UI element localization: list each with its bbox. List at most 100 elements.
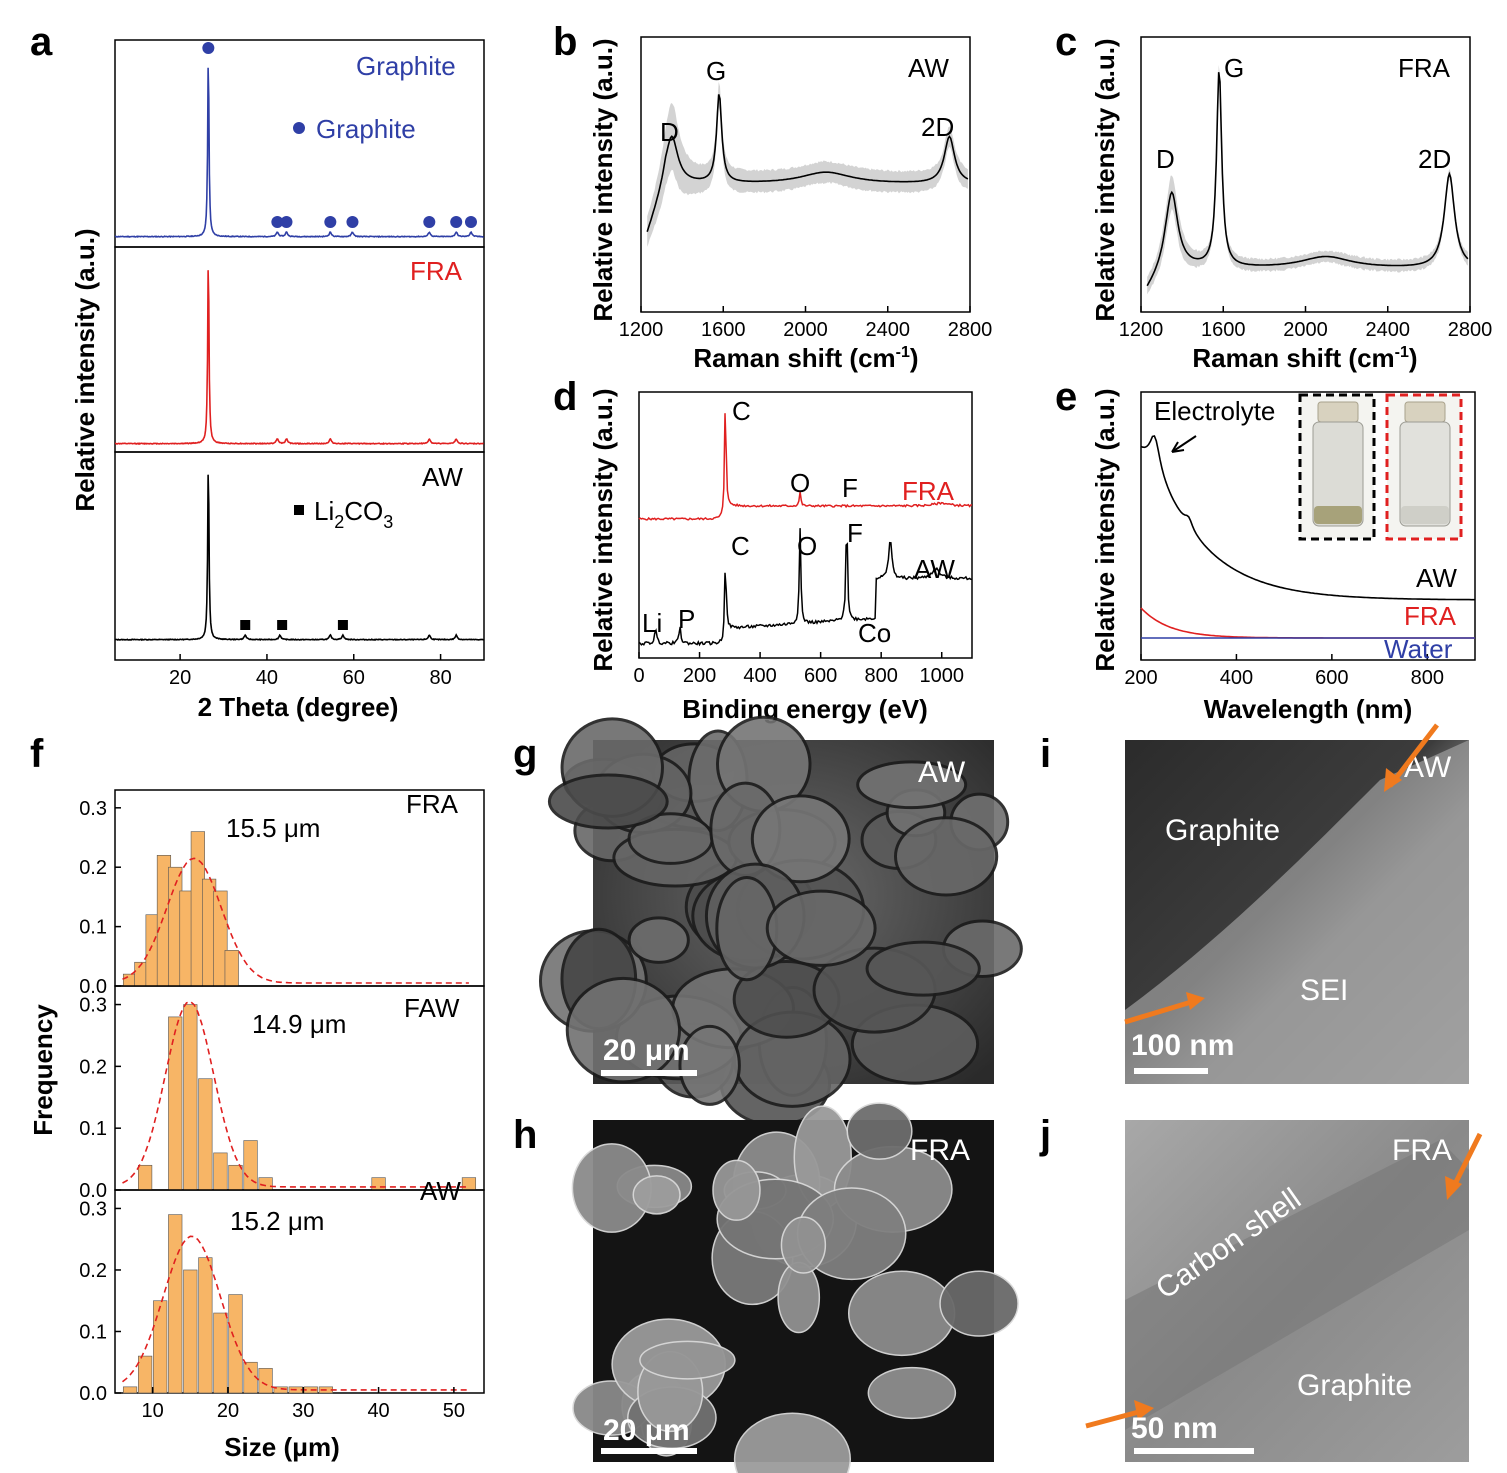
sem-aw-scale-text: 20 μm: [603, 1034, 690, 1067]
raman-xtick-label: 2800: [948, 319, 993, 341]
xrd-xtick-label: 80: [429, 667, 451, 689]
tem-aw-sei-label: SEI: [1300, 974, 1348, 1007]
raman-xtick-label: 2400: [1366, 319, 1411, 341]
xps-fra-line: [638, 413, 972, 521]
tem-aw-arrowhead-top: [1384, 768, 1402, 792]
xrd-series-line: [114, 67, 484, 239]
psd-xtick-label: 50: [443, 1400, 465, 1422]
psd-fit-line: [122, 1000, 469, 1188]
raman-xtick-label: 1600: [1201, 319, 1246, 341]
sem-fra-scale-bar: [601, 1448, 697, 1454]
sei-region: [1125, 740, 1469, 1084]
psd-bar: [461, 1177, 477, 1191]
panel-a-ylabel: Relative intensity (a.u.): [70, 228, 100, 511]
psd-bar: [213, 1312, 228, 1394]
sem-aw-particle: [678, 1024, 741, 1106]
panel-c-axes: 1200 1600 2000 2400 2800: [1119, 36, 1492, 341]
psd-xtick-label: 30: [292, 1400, 314, 1422]
sem-aw-particle: [547, 773, 669, 830]
xrd-graphite-marker: [346, 216, 359, 228]
psd-fra-mean: 15.5 μm: [226, 813, 320, 843]
uv-xtick-label: 200: [1124, 667, 1157, 689]
psd-xtick-label: 40: [367, 1400, 389, 1422]
panel-a-axes: 20 40 60 80: [114, 39, 485, 689]
carbon-shell-region: [1125, 1140, 1469, 1430]
raman-b-2d-label: 2D: [921, 112, 954, 142]
li2co3-legend-text: Li2CO3: [314, 496, 393, 532]
psd-ytick-label: 0.2: [79, 857, 107, 879]
tem-aw-scale-text: 100 nm: [1131, 1029, 1234, 1062]
panel-f-xlabel: Size (μm): [224, 1432, 340, 1462]
raman-xtick-label: 2400: [866, 319, 911, 341]
uv-water-label: Water: [1384, 634, 1453, 664]
xrd-graphite-marker: [280, 216, 293, 228]
psd-ytick-label: 0.1: [79, 1118, 107, 1140]
li2co3-legend-marker: [294, 505, 304, 515]
psd-ytick-label: 0.3: [79, 995, 107, 1017]
sem-fra-particle: [939, 1270, 1019, 1337]
tem-aw-arrow-bottom: [1124, 997, 1199, 1025]
psd-bar: [138, 1355, 153, 1394]
sem-fra-scale-text: 20 μm: [603, 1414, 690, 1447]
uv-aw-label: AW: [1416, 563, 1457, 593]
sem-aw-particle: [765, 889, 877, 967]
raman-b-g-label: G: [706, 56, 726, 86]
panel-h: h FRA 20 μm: [513, 1102, 1019, 1473]
uv-xtick-label: 800: [1411, 667, 1444, 689]
psd-bar: [122, 1386, 138, 1394]
psd-ytick-label: 0.0: [79, 1180, 107, 1202]
sem-fra-particle: [780, 1216, 827, 1274]
panel-letter-d: d: [553, 375, 577, 419]
psd-ytick-label: 0.0: [79, 1383, 107, 1405]
panel-d-xlabel: Binding energy (eV): [682, 694, 928, 724]
tem-fra-arrow-top: [1449, 1132, 1483, 1192]
panel-d-ylabel: Relative intensity (a.u.): [588, 388, 618, 671]
panel-letter-i: i: [1040, 732, 1051, 776]
tem-fra-arrowhead-top: [1445, 1176, 1462, 1200]
psd-faw-mean: 14.9 μm: [252, 1009, 346, 1039]
panel-e: e 200 400 600 800 Relative intensity (a.u.)…: [1055, 375, 1476, 724]
panel-e-xlabel: Wavelength (nm): [1204, 694, 1412, 724]
xps-fra-label: FRA: [902, 476, 955, 506]
xps-fra-f-label: F: [842, 473, 858, 503]
xrd-graphite-marker: [423, 216, 436, 228]
tem-fra-graphite-label: Graphite: [1297, 1369, 1412, 1402]
xrd-li2co3-marker: [240, 620, 251, 630]
raman-xtick-label: 1200: [619, 319, 664, 341]
psd-xtick-label: 10: [142, 1400, 164, 1422]
psd-ytick-label: 0.1: [79, 1321, 107, 1343]
psd-aw-mean: 15.2 μm: [230, 1206, 324, 1236]
raman-std-band: [647, 81, 968, 247]
uv-fra-label: FRA: [1404, 601, 1457, 631]
xps-aw-co-label: Co: [858, 618, 891, 648]
raman-xtick-label: 2000: [1283, 319, 1328, 341]
sem-fra-particle: [712, 1159, 761, 1221]
xps-xtick-label: 200: [683, 665, 716, 687]
sem-aw-particle: [865, 940, 981, 997]
uv-xtick-label: 400: [1220, 667, 1253, 689]
xps-xtick-label: 0: [633, 665, 644, 687]
sem-fra-particle: [867, 1366, 957, 1420]
panel-d: d 0 200 400 600 800 1000 Relative intensity (…: [553, 375, 973, 724]
psd-ytick-label: 0.2: [79, 1260, 107, 1282]
panel-e-axes: 200 400 600 800: [1124, 391, 1476, 689]
xps-aw-o-label: O: [797, 531, 817, 561]
panel-letter-a: a: [30, 20, 53, 64]
psd-ytick-label: 0.2: [79, 1056, 107, 1078]
panel-b-axes: 1200 1600 2000 2400 2800: [619, 36, 993, 341]
psd-bar: [213, 1152, 228, 1191]
xrd-xtick-label: 20: [169, 667, 191, 689]
psd-bar: [228, 1164, 243, 1191]
sem-aw-particle: [893, 816, 999, 897]
xrd-xtick-label: 40: [256, 667, 278, 689]
sem-aw-particle: [565, 976, 682, 1084]
xps-aw-p-label: P: [678, 604, 695, 634]
panel-c-xlabel: Raman shift (cm-1): [1192, 343, 1417, 373]
sem-fra-particle: [846, 1102, 913, 1160]
panel-b-ylabel: Relative intensity (a.u.): [588, 38, 618, 321]
psd-bar: [198, 1078, 213, 1191]
psd-bar: [371, 1177, 386, 1191]
sem-fra-tag: FRA: [910, 1134, 970, 1167]
uv-frame: [1140, 391, 1476, 661]
raman-b-d-label: D: [660, 117, 679, 147]
